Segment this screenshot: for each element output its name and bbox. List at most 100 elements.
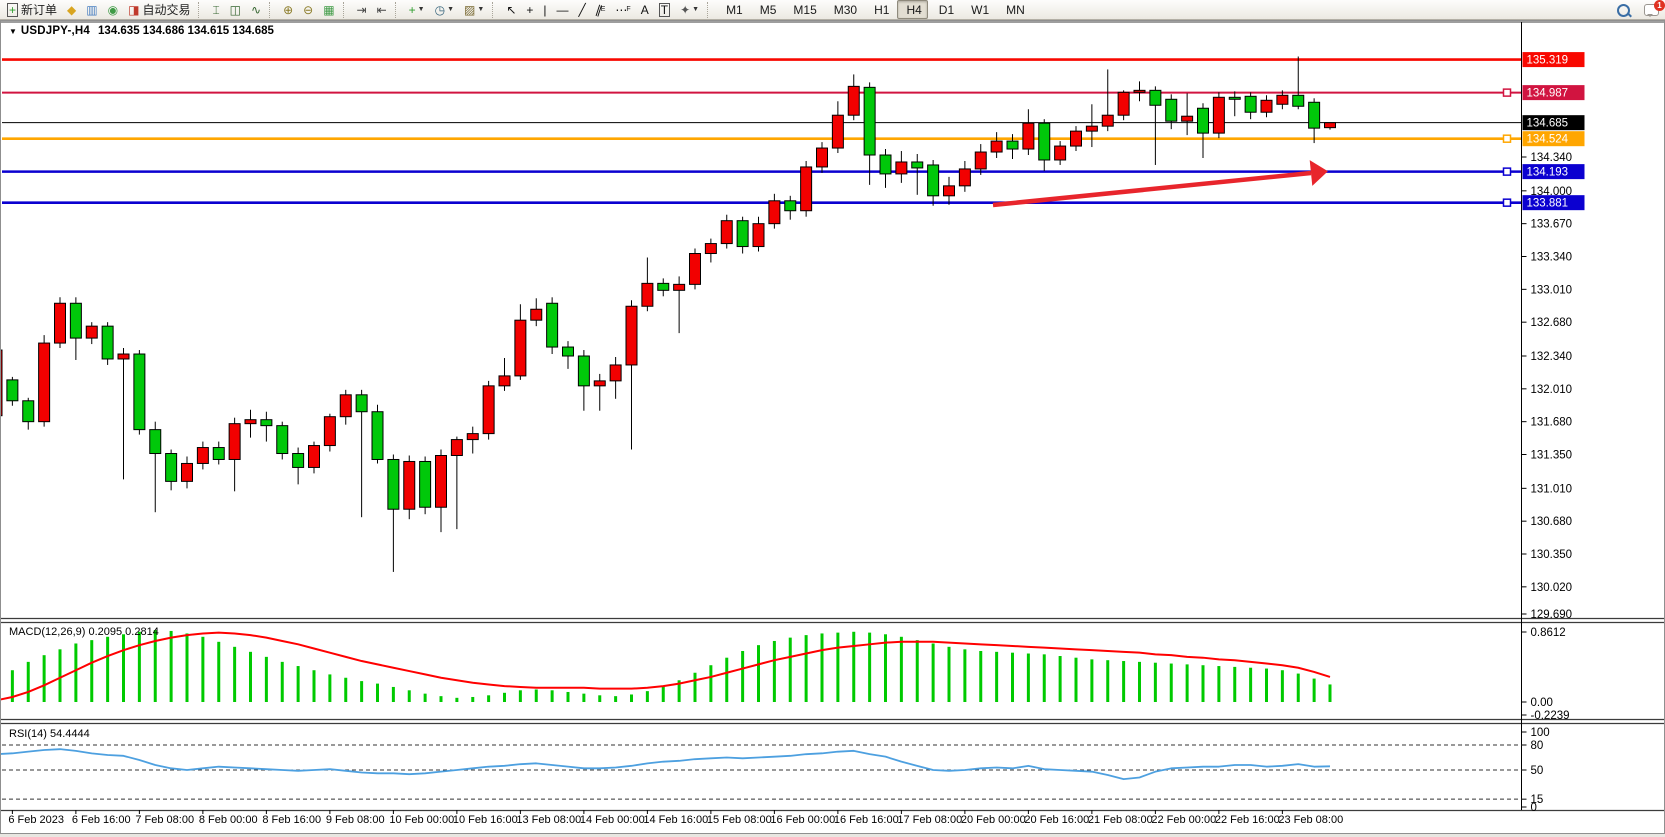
- trendline-icon: ╱: [578, 2, 586, 17]
- zoom-in-button[interactable]: ⊕: [279, 0, 297, 19]
- candle-bullish: [1324, 122, 1336, 129]
- candle-bullish: [308, 445, 320, 468]
- dropdown-caret-icon[interactable]: ▼: [692, 6, 700, 13]
- indicators-button[interactable]: + ▼: [405, 0, 429, 19]
- chart-symbol-period: USDJPY-,H4: [20, 25, 91, 37]
- tile-windows-button[interactable]: ▦: [319, 0, 338, 19]
- candle-bullish: [514, 319, 527, 377]
- dropdown-caret-icon[interactable]: ▼: [447, 6, 455, 13]
- time-tick-label[interactable]: 16 Feb 16:00: [834, 814, 899, 826]
- candle-bullish: [641, 282, 654, 307]
- line-chart-button[interactable]: ∿: [247, 0, 265, 19]
- chat-icon[interactable]: 1: [1644, 0, 1665, 17]
- zoom-out-button[interactable]: ⊖: [299, 0, 317, 19]
- time-tick-label[interactable]: 8 Feb 16:00: [262, 814, 321, 826]
- chart-shift-button[interactable]: ⇤: [373, 0, 391, 19]
- timeframe-mn[interactable]: MN: [997, 0, 1031, 19]
- market-watch-button[interactable]: ◆: [63, 0, 80, 19]
- macd-bar: [995, 651, 999, 702]
- time-tick-label[interactable]: 15 Feb 08:00: [707, 814, 772, 826]
- price-chart-canvas[interactable]: 134.340 134.000 133.670 133.340 133.010 132.6…: [1, 21, 1664, 833]
- time-tick-label[interactable]: 20 Feb 00:00: [961, 814, 1026, 826]
- dropdown-caret-icon[interactable]: ▼: [477, 6, 485, 13]
- macd-bar: [1280, 670, 1284, 702]
- crosshair-button[interactable]: +: [522, 0, 537, 19]
- dropdown-caret-icon[interactable]: ▼: [417, 6, 425, 13]
- auto-scroll-button[interactable]: ⇥: [353, 0, 371, 19]
- time-tick-label[interactable]: 13 Feb 08:00: [516, 814, 581, 826]
- macd-bar: [677, 680, 681, 702]
- timeframe-d1[interactable]: D1: [930, 0, 960, 19]
- time-tick-label[interactable]: 14 Feb 00:00: [580, 814, 645, 826]
- macd-bar: [471, 696, 475, 702]
- candle-bullish: [323, 416, 336, 447]
- trend-arrow-line[interactable]: [992, 170, 1312, 208]
- candle-bearish: [1244, 95, 1257, 113]
- channel-button[interactable]: ∥ E: [592, 0, 610, 19]
- candle-bearish: [577, 355, 590, 387]
- fibonacci-button[interactable]: ⋯ F: [611, 0, 634, 19]
- macd-bar: [741, 651, 745, 702]
- timeframe-m30[interactable]: M30: [825, 0, 863, 19]
- timeframe-m15[interactable]: M15: [784, 0, 822, 19]
- templates-button[interactable]: ▨ ▼: [460, 0, 488, 19]
- timeframe-m5[interactable]: M5: [751, 0, 783, 19]
- time-tick-label[interactable]: 7 Feb 08:00: [135, 814, 194, 826]
- new-order-button[interactable]: + 新订单: [3, 0, 61, 19]
- timeframe-w1[interactable]: W1: [962, 0, 995, 19]
- trend-arrow-head[interactable]: [1309, 160, 1328, 186]
- time-tick-label[interactable]: 20 Feb 16:00: [1024, 814, 1089, 826]
- macd-bar: [884, 634, 887, 702]
- vertical-line-button[interactable]: |: [539, 0, 550, 19]
- candle-bullish: [974, 151, 987, 170]
- search-icon[interactable]: [1617, 3, 1630, 17]
- navigator-button[interactable]: ◉: [104, 0, 122, 19]
- data-window-button[interactable]: ▥: [82, 0, 101, 19]
- price-tick-label: 133.010: [1531, 284, 1573, 296]
- support-line-2-handle[interactable]: [1502, 198, 1512, 207]
- macd-bar: [852, 631, 856, 702]
- time-tick-label[interactable]: 16 Feb 00:00: [770, 814, 835, 826]
- time-tick-label[interactable]: 10 Feb 00:00: [389, 814, 454, 826]
- candlestick-chart-icon: ◫: [229, 2, 241, 17]
- symbol-dropdown-icon[interactable]: ▼: [9, 26, 17, 36]
- candlestick-chart-button[interactable]: ◫: [226, 0, 245, 19]
- time-tick-label[interactable]: 6 Feb 2023: [8, 814, 64, 826]
- timeframe-mn-label: MN: [1006, 2, 1025, 17]
- time-tick-label[interactable]: 21 Feb 08:00: [1088, 814, 1153, 826]
- time-tick-label[interactable]: 10 Feb 16:00: [453, 814, 518, 826]
- time-tick-label[interactable]: 8 Feb 00:00: [199, 814, 258, 826]
- arrows-button[interactable]: ✦ ▼: [676, 0, 703, 19]
- periods-button[interactable]: ◷ ▼: [431, 0, 458, 19]
- macd-bar: [1011, 652, 1014, 702]
- macd-bar: [455, 697, 459, 702]
- timeframe-m1[interactable]: M1: [717, 0, 749, 19]
- macd-bar: [931, 643, 935, 702]
- support-line-1-handle[interactable]: [1502, 167, 1512, 176]
- candle-bearish: [911, 161, 924, 169]
- bar-chart-button[interactable]: ⌶: [208, 0, 223, 19]
- trendline-button[interactable]: ╱: [575, 0, 590, 19]
- timeframe-h1[interactable]: H1: [865, 0, 895, 19]
- macd-bar: [1138, 661, 1141, 702]
- time-tick-label[interactable]: 23 Feb 08:00: [1278, 814, 1343, 826]
- candle-bullish: [847, 85, 860, 116]
- autotrading-button[interactable]: ◨ 自动交易: [124, 0, 194, 19]
- horizontal-line-button[interactable]: —: [553, 0, 573, 19]
- zoom-in-icon: ⊕: [283, 2, 294, 17]
- time-tick-label[interactable]: 17 Feb 08:00: [897, 814, 962, 826]
- candle-bullish: [117, 353, 130, 360]
- text-button[interactable]: A: [637, 0, 653, 19]
- candle-bullish: [181, 462, 193, 482]
- text-label-button[interactable]: T: [655, 0, 674, 19]
- time-tick-label[interactable]: 22 Feb 16:00: [1215, 814, 1280, 826]
- time-tick-label[interactable]: 9 Feb 08:00: [326, 814, 385, 826]
- time-tick-label[interactable]: 14 Feb 16:00: [643, 814, 708, 826]
- macd-bar: [534, 689, 538, 702]
- cursor-button[interactable]: ↖: [502, 0, 520, 19]
- time-tick-label[interactable]: 6 Feb 16:00: [72, 814, 131, 826]
- resistance-line-2-handle[interactable]: [1502, 88, 1512, 97]
- pivot-line-orange-handle[interactable]: [1502, 134, 1512, 143]
- timeframe-h4[interactable]: H4: [897, 0, 928, 19]
- time-tick-label[interactable]: 22 Feb 00:00: [1151, 814, 1216, 826]
